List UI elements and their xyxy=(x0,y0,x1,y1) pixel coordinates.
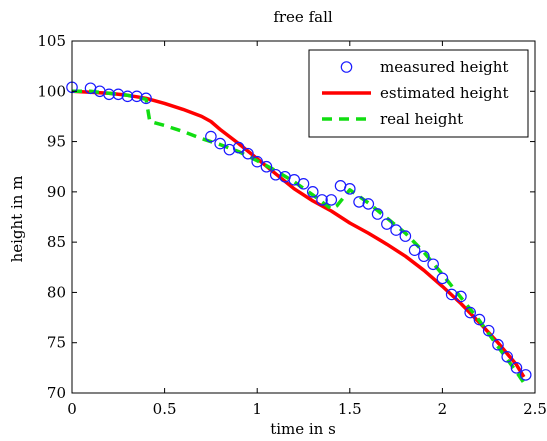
measured-height-point xyxy=(510,362,523,374)
measured-height-point xyxy=(436,272,449,285)
measured-height-point xyxy=(492,338,504,351)
measured-height-point xyxy=(381,218,393,230)
y-axis-label: height in m xyxy=(8,176,26,263)
y-tick-label: 75 xyxy=(47,334,66,352)
x-tick-label: 1 xyxy=(252,400,262,418)
measured-height-point xyxy=(362,198,375,210)
measured-height-point xyxy=(251,155,264,168)
measured-height-point xyxy=(140,92,152,105)
measured-height-point xyxy=(464,306,476,319)
measured-height-point xyxy=(371,208,384,220)
measured-height-point xyxy=(214,137,226,150)
measured-height-point xyxy=(482,324,495,337)
measured-height-point xyxy=(232,141,245,154)
measured-height-point xyxy=(297,178,310,190)
measured-height-point xyxy=(427,258,439,271)
y-tick-label: 70 xyxy=(47,384,66,402)
plot-frame xyxy=(71,40,536,394)
measured-height-point xyxy=(390,224,402,236)
measured-height-point xyxy=(121,90,134,103)
ticks: 0 0.5 1 1.5 2 2.5 70 75 80 85 90 95 100 105 xyxy=(37,32,547,418)
y-tick-label: 105 xyxy=(37,32,66,50)
y-axis-label-group: height in m xyxy=(8,176,26,263)
measured-height-point xyxy=(455,290,467,303)
measured-height-point xyxy=(343,183,356,195)
measured-height-point xyxy=(519,369,532,381)
x-tick-label: 0.5 xyxy=(153,400,177,418)
measured-height-point xyxy=(260,160,273,173)
legend-marker-measured xyxy=(340,61,353,73)
measured-height-point xyxy=(306,186,319,198)
x-axis-label: time in s xyxy=(270,420,336,438)
x-tick-label: 2 xyxy=(438,400,448,418)
y-tick-label: 80 xyxy=(47,283,66,301)
measured-height-point xyxy=(242,147,254,160)
x-tick-label: 2.5 xyxy=(523,400,547,418)
measured-height-point xyxy=(418,250,430,263)
legend-label: estimated height xyxy=(380,84,508,102)
legend-label: measured height xyxy=(380,58,508,76)
y-tick-label: 90 xyxy=(47,183,66,201)
x-tick-label: 0 xyxy=(67,400,77,418)
measured-height-point xyxy=(269,168,282,181)
y-tick-label: 85 xyxy=(47,233,66,251)
estimated-height-line xyxy=(71,89,526,378)
measured-height-point xyxy=(353,196,365,208)
chart-title: free fall xyxy=(273,8,333,26)
measured-height-point xyxy=(473,313,486,326)
measured-height-point xyxy=(501,350,514,363)
measured-height-point xyxy=(325,194,338,206)
real-height-line xyxy=(72,89,526,384)
series-layer xyxy=(66,81,532,384)
y-tick-label: 100 xyxy=(37,82,66,100)
legend: measured height estimated height real heig… xyxy=(308,49,529,138)
measured-height-point xyxy=(131,90,143,103)
measured-height-point xyxy=(316,194,328,206)
measured-height-point xyxy=(223,143,236,156)
x-tick-label: 1.5 xyxy=(338,400,362,418)
measured-height-point xyxy=(445,288,458,301)
measured-height-point xyxy=(112,88,125,101)
measured-height-point xyxy=(408,244,421,256)
y-tick-label: 95 xyxy=(47,133,66,151)
measured-height-point xyxy=(103,88,115,101)
measured-height-point xyxy=(399,230,412,242)
measured-height-point xyxy=(205,130,217,143)
legend-label: real height xyxy=(380,110,463,128)
